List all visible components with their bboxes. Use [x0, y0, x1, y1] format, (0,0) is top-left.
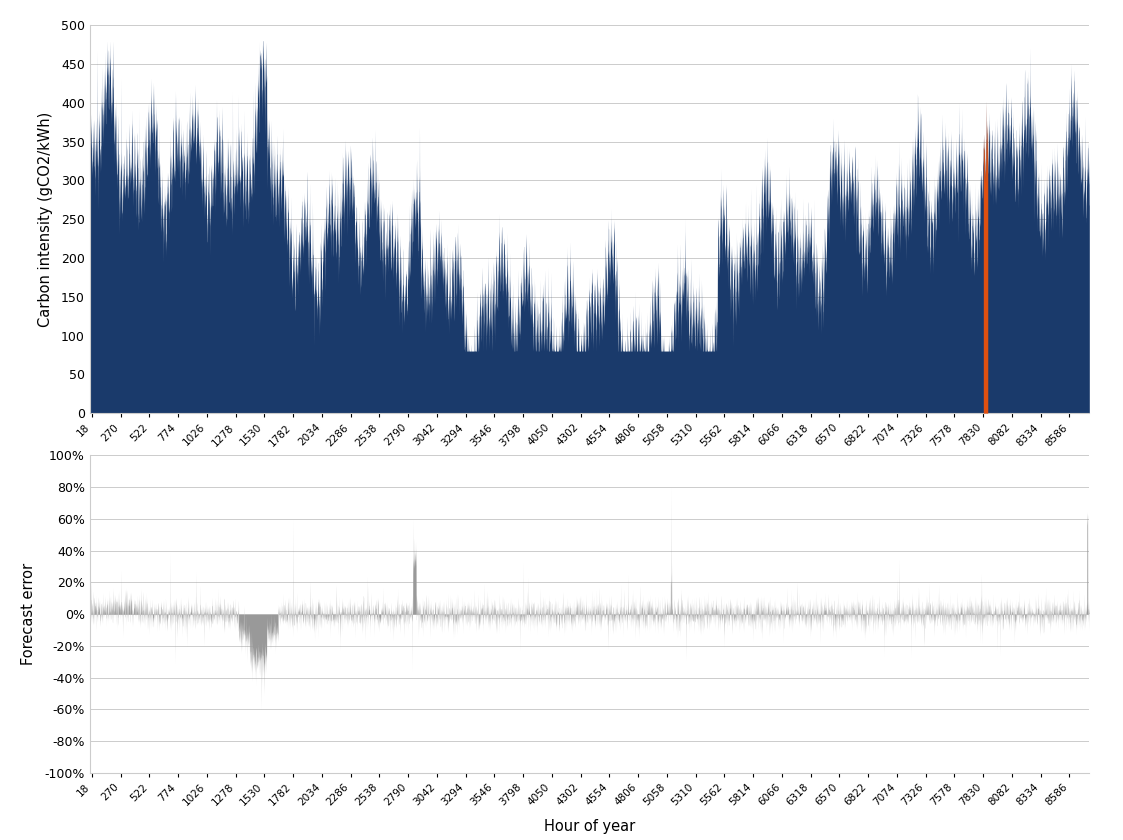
Y-axis label: Forecast error: Forecast error [21, 563, 36, 665]
Y-axis label: Carbon intensity (gCO2/kWh): Carbon intensity (gCO2/kWh) [38, 112, 53, 327]
X-axis label: Hour of year: Hour of year [544, 819, 636, 834]
